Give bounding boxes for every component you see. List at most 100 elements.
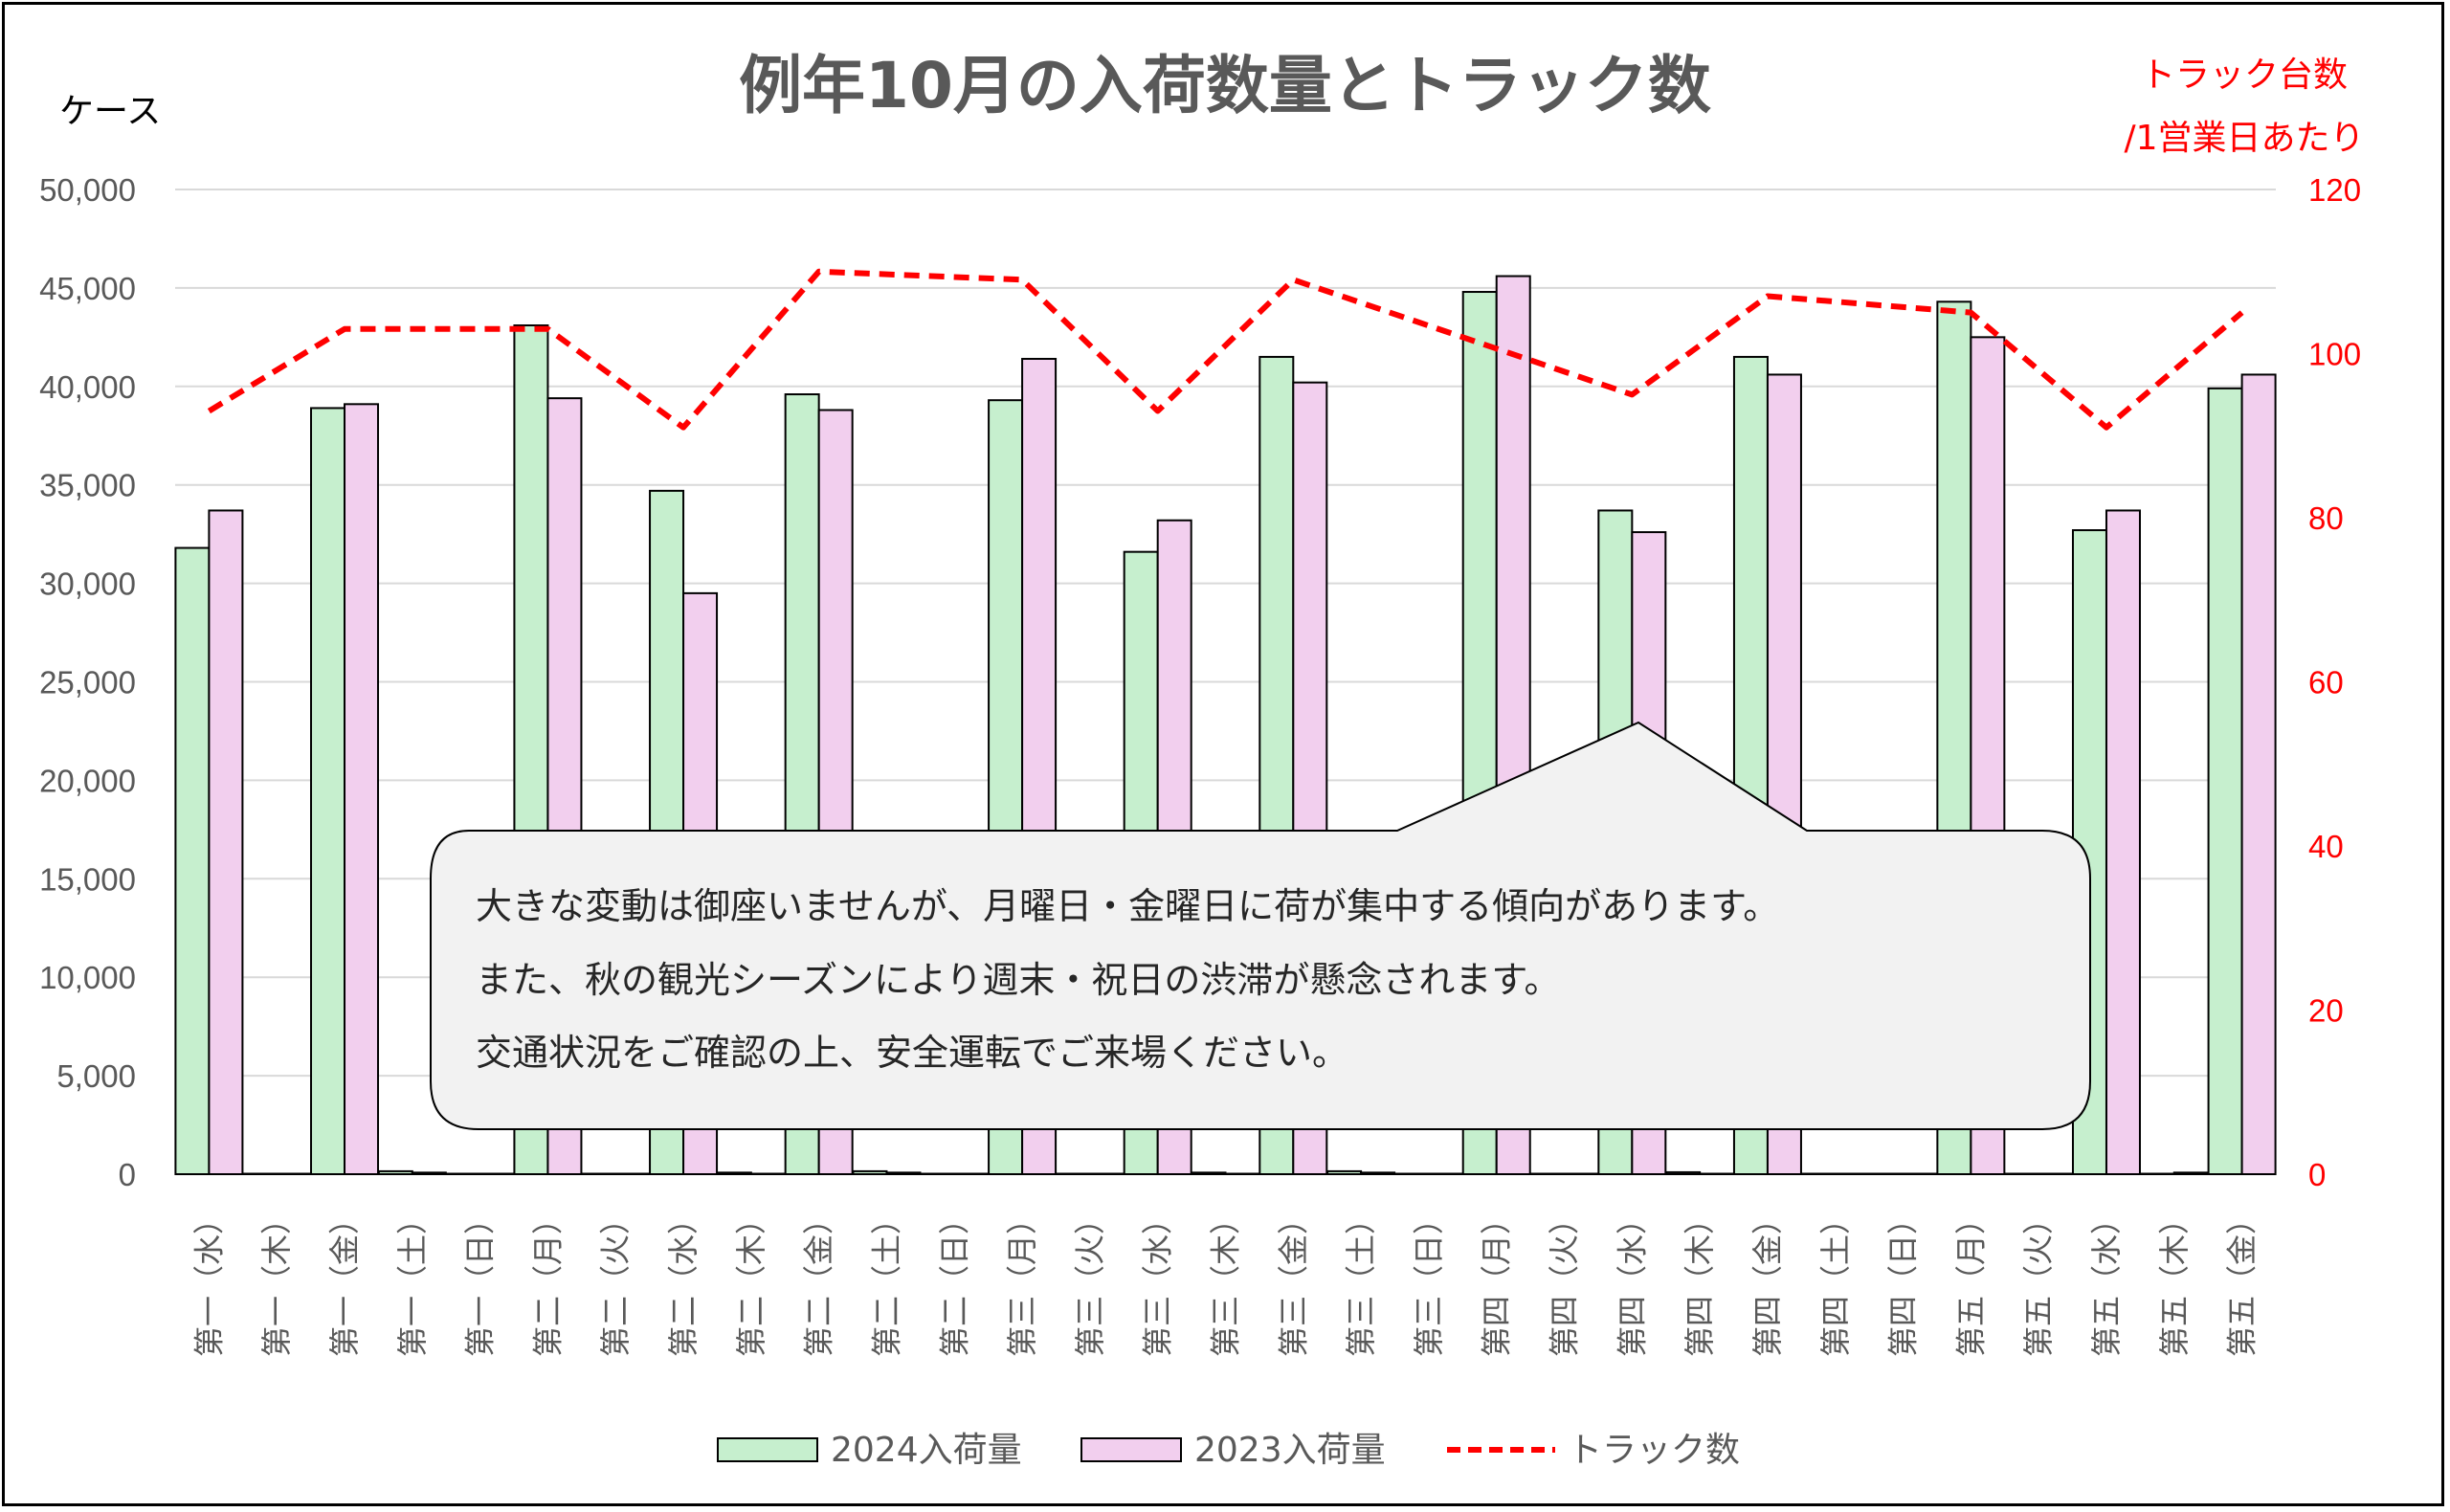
category-label: 第三（木） bbox=[1208, 1204, 1244, 1357]
y-tick-label: 15,000 bbox=[39, 861, 136, 897]
callout-bubble bbox=[430, 721, 2091, 1130]
legend-label-2023: 2023入荷量 bbox=[1194, 1431, 1386, 1470]
bar-2024 bbox=[852, 1169, 888, 1175]
y-axis-title: ケース bbox=[59, 92, 161, 131]
y-tick-label: 50,000 bbox=[39, 172, 136, 208]
bar-2023 bbox=[953, 1172, 990, 1175]
legend: 2024入荷量 2023入荷量 トラック数 bbox=[717, 1431, 1740, 1470]
bar-2024 bbox=[174, 546, 211, 1175]
bar-2023 bbox=[614, 1172, 651, 1175]
bar-2023 bbox=[479, 1172, 515, 1175]
category-label: 第三（月） bbox=[1004, 1204, 1040, 1357]
category-label: 第五（木） bbox=[2156, 1204, 2193, 1357]
category-label: 第五（火） bbox=[2020, 1204, 2057, 1357]
bar-2023 bbox=[208, 509, 244, 1175]
bar-2024 bbox=[2004, 1172, 2040, 1175]
category-label: 第三（土） bbox=[1343, 1204, 1379, 1357]
callout-line-1: 大きな変動は御座いませんが、月曜日・金曜日に荷が集中する傾向があります。 bbox=[476, 885, 1779, 927]
bar-2023 bbox=[1699, 1172, 1735, 1175]
category-label: 第五（水） bbox=[2088, 1204, 2125, 1357]
truck-line-path bbox=[207, 268, 2244, 431]
bar-2024 bbox=[310, 407, 346, 1175]
bar-2023 bbox=[344, 403, 380, 1175]
bar-2024 bbox=[1665, 1170, 1702, 1176]
bar-2024 bbox=[377, 1169, 413, 1175]
bar-2023 bbox=[2105, 509, 2141, 1175]
bar-2024 bbox=[1326, 1169, 1363, 1175]
category-label: 第五（月） bbox=[1952, 1204, 1989, 1357]
y-tick-label: 40,000 bbox=[39, 369, 136, 405]
y2-tick-label: 80 bbox=[2308, 500, 2344, 536]
y2-tick-label: 40 bbox=[2308, 829, 2344, 864]
category-label: 第三（水） bbox=[1140, 1204, 1176, 1357]
bar-2024 bbox=[1055, 1172, 1091, 1175]
category-label: 第三（金） bbox=[1275, 1204, 1311, 1357]
callout-line-3: 交通状況をご確認の上、安全運転でご来場ください。 bbox=[476, 1032, 1348, 1074]
category-label: 第一（金） bbox=[326, 1204, 363, 1357]
category-label: 第四（火） bbox=[1547, 1204, 1583, 1357]
y2-tick-label: 0 bbox=[2308, 1157, 2326, 1192]
y-tick-label: 0 bbox=[119, 1157, 136, 1192]
y-axis-ticks: 0 5,000 10,000 15,000 20,000 25,000 30,000 35,0… bbox=[39, 172, 136, 1192]
bar-2024 bbox=[581, 1172, 617, 1175]
category-label: 第三（火） bbox=[1072, 1204, 1108, 1357]
legend-label-2024: 2024入荷量 bbox=[831, 1431, 1022, 1470]
bar-2024 bbox=[445, 1172, 481, 1175]
bar-2024 bbox=[920, 1172, 956, 1175]
category-label: 第一（水） bbox=[190, 1204, 227, 1357]
legend-label-trucks: トラック数 bbox=[1568, 1431, 1740, 1470]
category-labels: 第一（水） 第一（木） 第一（金） 第一（土） 第一（日） 第二（月） 第二（火） 第二（水）… bbox=[190, 1204, 2260, 1357]
y2-axis-title-line1: トラック台数 bbox=[2141, 56, 2348, 95]
category-label: 第二（月） bbox=[529, 1204, 566, 1357]
bar-2023 bbox=[1360, 1171, 1396, 1176]
bar-2024 bbox=[1393, 1172, 1430, 1175]
y-tick-label: 45,000 bbox=[39, 271, 136, 306]
bar-2023 bbox=[1563, 1172, 1599, 1175]
y2-tick-label: 60 bbox=[2308, 665, 2344, 700]
category-label: 第二（金） bbox=[801, 1204, 837, 1357]
y-tick-label: 25,000 bbox=[39, 665, 136, 700]
y-tick-label: 35,000 bbox=[39, 468, 136, 503]
bar-2024 bbox=[242, 1172, 278, 1175]
category-label: 第二（水） bbox=[665, 1204, 702, 1357]
callout: 大きな変動は御座いませんが、月曜日・金曜日に荷が集中する傾向があります。 また、… bbox=[430, 721, 2091, 1130]
bar-2024 bbox=[1191, 1171, 1227, 1176]
y-tick-label: 10,000 bbox=[39, 960, 136, 995]
bar-2023 bbox=[2240, 373, 2277, 1175]
bar-2023 bbox=[2172, 1171, 2209, 1176]
y-tick-label: 20,000 bbox=[39, 763, 136, 798]
category-label: 第四（水） bbox=[1614, 1204, 1650, 1357]
category-label: 第四（土） bbox=[1817, 1204, 1854, 1357]
category-label: 第四（木） bbox=[1682, 1204, 1718, 1357]
bar-2024 bbox=[1800, 1172, 1837, 1175]
bar-2023 bbox=[2038, 1172, 2074, 1175]
y2-tick-label: 100 bbox=[2308, 337, 2361, 372]
bar-2023 bbox=[1427, 1172, 1463, 1175]
category-label: 第二（火） bbox=[597, 1204, 634, 1357]
category-label: 第二（土） bbox=[868, 1204, 904, 1357]
bar-2024 bbox=[716, 1171, 752, 1176]
category-label: 第一（土） bbox=[394, 1204, 431, 1357]
y-tick-label: 30,000 bbox=[39, 567, 136, 602]
legend-swatch-2024 bbox=[717, 1437, 818, 1462]
callout-line-2: また、秋の観光シーズンにより週末・祝日の渋滞が懸念されます。 bbox=[476, 959, 1561, 1001]
category-label: 第四（日） bbox=[1885, 1204, 1922, 1357]
category-label: 第四（月） bbox=[1479, 1204, 1515, 1357]
y2-tick-label: 120 bbox=[2308, 172, 2361, 208]
category-label: 第五（金） bbox=[2224, 1204, 2261, 1357]
category-label: 第二（日） bbox=[936, 1204, 972, 1357]
category-label: 第二（木） bbox=[733, 1204, 769, 1357]
bar-2023 bbox=[276, 1172, 312, 1175]
y2-tick-label: 20 bbox=[2308, 993, 2344, 1029]
bar-2024 bbox=[1529, 1172, 1566, 1175]
bar-2023 bbox=[749, 1172, 786, 1175]
bar-2023 bbox=[885, 1171, 922, 1176]
y2-axis-ticks: 0 20 40 60 80 100 120 bbox=[2308, 172, 2361, 1192]
bar-2023 bbox=[1088, 1172, 1125, 1175]
category-label: 第一（日） bbox=[462, 1204, 499, 1357]
bar-2023 bbox=[411, 1171, 447, 1176]
truck-line bbox=[207, 268, 2244, 431]
y2-axis-title-line2: /1営業日あたり bbox=[2124, 119, 2364, 158]
